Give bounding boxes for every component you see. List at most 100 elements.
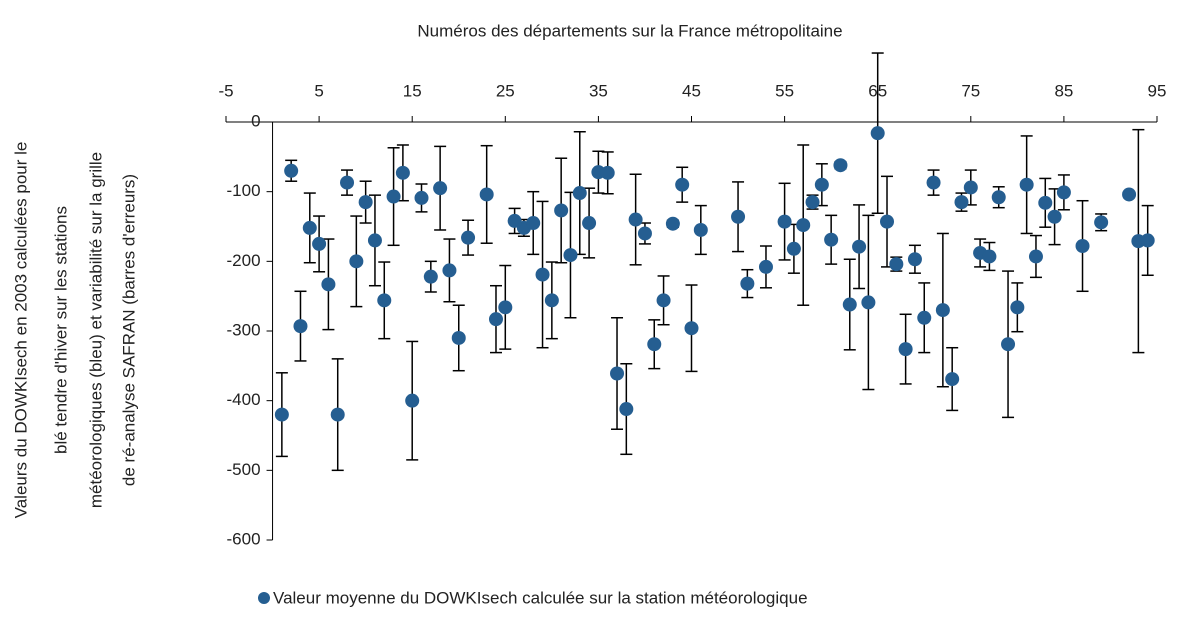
point xyxy=(572,186,587,201)
point xyxy=(786,241,801,256)
y-tick-label: -600 xyxy=(227,529,261,548)
point xyxy=(274,407,289,422)
point xyxy=(954,195,969,210)
point xyxy=(842,297,857,312)
y-axis-title: blé tendre d'hiver sur les stations xyxy=(51,206,70,454)
point xyxy=(731,209,746,224)
point xyxy=(423,269,438,284)
x-tick-label: 95 xyxy=(1148,81,1167,100)
x-tick-label: 45 xyxy=(682,81,701,100)
point xyxy=(917,310,932,325)
point xyxy=(637,226,652,241)
point xyxy=(610,366,625,381)
x-tick-label: 85 xyxy=(1054,81,1073,100)
point xyxy=(628,212,643,227)
legend-marker xyxy=(258,592,270,604)
point xyxy=(442,263,457,278)
point xyxy=(870,126,885,141)
point xyxy=(880,214,895,229)
point xyxy=(330,407,345,422)
point xyxy=(805,195,820,210)
y-tick-label: -400 xyxy=(227,390,261,409)
point xyxy=(1056,185,1071,200)
x-tick-label: 15 xyxy=(403,81,422,100)
point xyxy=(833,158,848,173)
point xyxy=(647,337,662,352)
point xyxy=(554,203,569,218)
point xyxy=(777,214,792,229)
point xyxy=(926,175,941,190)
y-tick-label: -100 xyxy=(227,181,261,200)
point xyxy=(991,190,1006,205)
point xyxy=(488,312,503,327)
point xyxy=(963,180,978,195)
point xyxy=(1038,195,1053,210)
point xyxy=(367,233,382,248)
point xyxy=(1028,249,1043,264)
point xyxy=(945,372,960,387)
point xyxy=(526,216,541,231)
point xyxy=(451,330,466,345)
point xyxy=(377,293,392,308)
y-axis-title: Valeurs du DOWKIsech en 2003 calculées p… xyxy=(11,142,30,519)
point xyxy=(889,257,904,272)
x-tick-label: 35 xyxy=(589,81,608,100)
y-tick-label: 0 xyxy=(251,111,260,130)
x-tick-label: 55 xyxy=(775,81,794,100)
point xyxy=(684,321,699,336)
point xyxy=(824,232,839,247)
point xyxy=(693,222,708,237)
point xyxy=(852,239,867,254)
point xyxy=(498,300,513,315)
x-axis-title: Numéros des départements sur la France m… xyxy=(417,21,842,40)
point xyxy=(405,393,420,408)
x-tick-label: 75 xyxy=(961,81,980,100)
point xyxy=(665,216,680,231)
point xyxy=(312,236,327,251)
point xyxy=(796,218,811,233)
point xyxy=(358,195,373,210)
point xyxy=(321,277,336,292)
point xyxy=(1094,215,1109,230)
y-axis-title: météorologiques (bleu) et variabilité su… xyxy=(86,152,105,508)
point xyxy=(535,267,550,282)
point xyxy=(675,177,690,192)
point xyxy=(395,165,410,180)
x-tick-label: 5 xyxy=(314,81,323,100)
point xyxy=(898,342,913,357)
point xyxy=(907,252,922,267)
point xyxy=(340,175,355,190)
point xyxy=(461,230,476,245)
point xyxy=(1001,337,1016,352)
point xyxy=(1122,187,1137,202)
point xyxy=(758,259,773,274)
y-tick-label: -500 xyxy=(227,460,261,479)
point xyxy=(600,165,615,180)
point xyxy=(293,319,308,334)
y-axis-title: de ré-analyse SAFRAN (barres d'erreurs) xyxy=(119,174,138,486)
legend-label: Valeur moyenne du DOWKIsech calculée sur… xyxy=(273,588,808,607)
point xyxy=(861,295,876,310)
point xyxy=(1140,233,1155,248)
point xyxy=(582,216,597,231)
point xyxy=(414,190,429,205)
point xyxy=(386,189,401,204)
y-tick-label: -200 xyxy=(227,251,261,270)
point xyxy=(544,293,559,308)
point xyxy=(479,187,494,202)
y-tick-label: -300 xyxy=(227,320,261,339)
point xyxy=(619,402,634,417)
point xyxy=(814,177,829,192)
point xyxy=(302,220,317,235)
point xyxy=(1019,177,1034,192)
point xyxy=(1010,300,1025,315)
point xyxy=(935,303,950,318)
point xyxy=(982,249,997,264)
point xyxy=(1047,209,1062,224)
x-tick-label: -5 xyxy=(218,81,233,100)
point xyxy=(563,248,578,263)
point xyxy=(433,181,448,196)
point xyxy=(740,276,755,291)
point xyxy=(1075,239,1090,254)
